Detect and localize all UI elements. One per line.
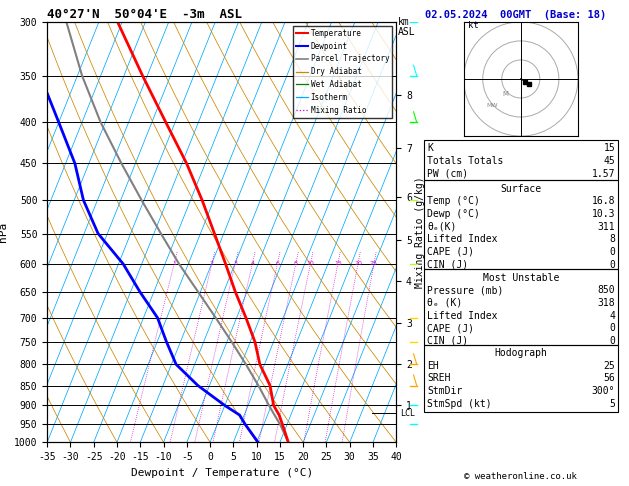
Text: ASL: ASL (398, 27, 415, 37)
Text: LCL: LCL (401, 409, 415, 417)
X-axis label: Dewpoint / Temperature (°C): Dewpoint / Temperature (°C) (131, 468, 313, 478)
Text: Hodograph: Hodograph (494, 348, 547, 358)
Text: 16.8: 16.8 (592, 196, 615, 207)
Text: 20: 20 (354, 261, 362, 266)
Text: Totals Totals: Totals Totals (427, 156, 503, 166)
Text: 45: 45 (603, 156, 615, 166)
Text: Surface: Surface (500, 184, 542, 194)
Text: 56: 56 (603, 373, 615, 383)
Text: 850: 850 (598, 285, 615, 295)
Text: 02.05.2024  00GMT  (Base: 18): 02.05.2024 00GMT (Base: 18) (425, 10, 606, 20)
Text: 311: 311 (598, 222, 615, 232)
Text: 300°: 300° (592, 386, 615, 396)
Text: km: km (398, 17, 409, 27)
Text: 6: 6 (276, 261, 279, 266)
Text: 3: 3 (233, 261, 237, 266)
Text: Most Unstable: Most Unstable (482, 273, 559, 283)
Text: Temp (°C): Temp (°C) (427, 196, 480, 207)
Text: θₑ (K): θₑ (K) (427, 298, 462, 308)
Text: CAPE (J): CAPE (J) (427, 247, 474, 257)
Text: 8: 8 (294, 261, 298, 266)
Text: 1.57: 1.57 (592, 169, 615, 179)
Text: 1: 1 (172, 261, 176, 266)
Text: K: K (427, 143, 433, 154)
Text: 10.3: 10.3 (592, 209, 615, 219)
Text: EH: EH (427, 361, 439, 371)
Text: 10: 10 (306, 261, 314, 266)
Text: 0: 0 (610, 323, 615, 333)
Text: Lifted Index: Lifted Index (427, 311, 498, 321)
Text: 4: 4 (610, 311, 615, 321)
Text: © weatheronline.co.uk: © weatheronline.co.uk (464, 472, 577, 481)
Text: Pressure (mb): Pressure (mb) (427, 285, 503, 295)
Text: 25: 25 (603, 361, 615, 371)
Text: 318: 318 (598, 298, 615, 308)
Text: CIN (J): CIN (J) (427, 260, 468, 270)
Text: 25: 25 (370, 261, 378, 266)
Text: Dewp (°C): Dewp (°C) (427, 209, 480, 219)
Text: PW (cm): PW (cm) (427, 169, 468, 179)
Text: kt: kt (467, 20, 478, 30)
Y-axis label: Mixing Ratio (g/kg): Mixing Ratio (g/kg) (415, 176, 425, 288)
Text: Lifted Index: Lifted Index (427, 234, 498, 244)
Text: CAPE (J): CAPE (J) (427, 323, 474, 333)
Text: θₑ(K): θₑ(K) (427, 222, 457, 232)
Text: 15: 15 (603, 143, 615, 154)
Text: 4: 4 (250, 261, 254, 266)
Text: 2: 2 (210, 261, 214, 266)
Text: 8: 8 (610, 234, 615, 244)
Text: 5: 5 (610, 399, 615, 409)
Text: 0: 0 (610, 336, 615, 346)
Text: CIN (J): CIN (J) (427, 336, 468, 346)
Y-axis label: hPa: hPa (0, 222, 8, 242)
Text: M: M (503, 91, 509, 97)
Text: 40°27'N  50°04'E  -3m  ASL: 40°27'N 50°04'E -3m ASL (47, 8, 242, 21)
Text: 0: 0 (610, 247, 615, 257)
Text: MW: MW (486, 103, 498, 108)
Text: 0: 0 (610, 260, 615, 270)
Text: SREH: SREH (427, 373, 450, 383)
Text: StmDir: StmDir (427, 386, 462, 396)
Text: 15: 15 (334, 261, 342, 266)
Legend: Temperature, Dewpoint, Parcel Trajectory, Dry Adiabat, Wet Adiabat, Isotherm, Mi: Temperature, Dewpoint, Parcel Trajectory… (293, 26, 392, 118)
Text: StmSpd (kt): StmSpd (kt) (427, 399, 492, 409)
